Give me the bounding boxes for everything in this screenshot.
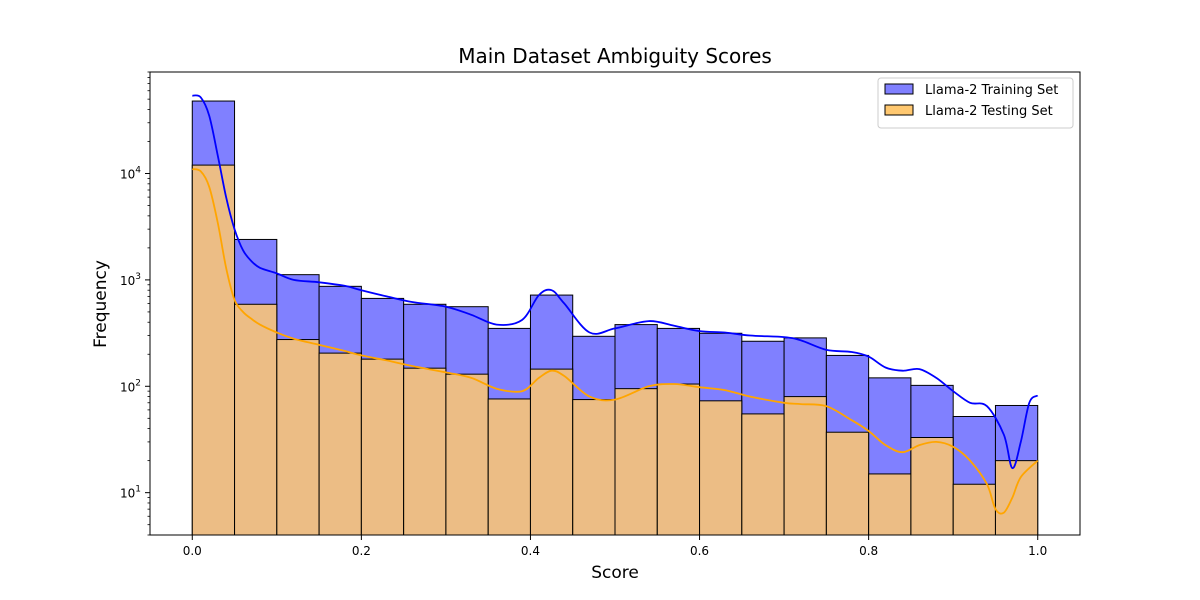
x-tick-label: 1.0: [1028, 544, 1047, 558]
bars-layer: [191, 100, 1039, 536]
x-axis: 0.0 0.2 0.4 0.6 0.8 1.0: [183, 535, 1047, 558]
x-axis-title: Score: [591, 563, 639, 583]
kde-layer: [192, 94, 1039, 515]
x-tick-label: 0.0: [183, 544, 202, 558]
bar: [952, 483, 996, 536]
bar-series-1: [191, 164, 1039, 536]
legend-label-testing: Llama-2 Testing Set: [925, 104, 1053, 119]
x-tick-label: 0.8: [859, 544, 878, 558]
bar: [445, 373, 489, 536]
y-tick-label: 102: [120, 378, 141, 394]
bar: [656, 383, 701, 536]
legend: Llama-2 Training Set Llama-2 Testing Set: [877, 77, 1074, 129]
bar: [741, 413, 785, 536]
bar: [825, 431, 870, 536]
bar: [699, 400, 743, 536]
bar: [487, 398, 531, 536]
kde-line-1: [192, 168, 1039, 515]
y-tick-label: 103: [120, 272, 141, 288]
x-tick-label: 0.6: [690, 544, 709, 558]
bar: [783, 396, 827, 536]
y-axis: 101 102 103 104: [120, 71, 150, 536]
bar: [234, 303, 278, 536]
bar: [403, 367, 447, 536]
bar: [994, 460, 1039, 536]
chart-title: Main Dataset Ambiguity Scores: [458, 44, 772, 68]
x-tick-label: 0.2: [352, 544, 371, 558]
bar: [360, 358, 405, 536]
y-tick-label: 104: [120, 166, 141, 182]
bar: [572, 399, 616, 536]
bar: [614, 388, 658, 536]
bar: [276, 339, 320, 536]
legend-swatch-training: [884, 83, 914, 95]
bar: [910, 437, 954, 536]
y-axis-title: Frequency: [91, 260, 111, 348]
x-tick-label: 0.4: [521, 544, 540, 558]
kde-line-0: [192, 94, 1039, 470]
bar: [529, 368, 574, 536]
bar: [868, 473, 912, 536]
bar: [191, 164, 236, 536]
legend-swatch-testing: [884, 104, 914, 116]
y-tick-label: 101: [120, 485, 141, 501]
legend-frame: [877, 77, 1074, 129]
bar: [318, 352, 362, 536]
legend-label-training: Llama-2 Training Set: [925, 83, 1058, 98]
